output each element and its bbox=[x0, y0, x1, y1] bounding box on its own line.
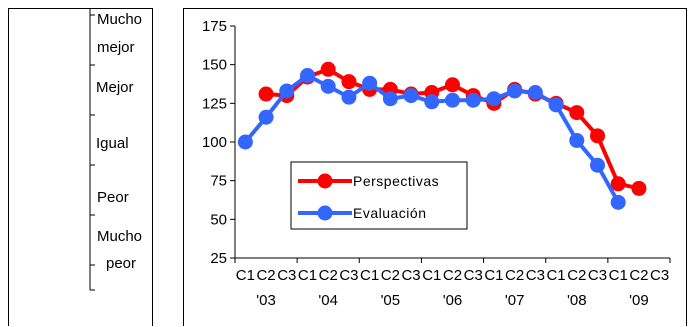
legend: Perspectivas Evaluación bbox=[290, 161, 468, 230]
x-year-label: '03 bbox=[256, 292, 276, 309]
x-quarter-label: C1 bbox=[360, 267, 379, 284]
x-quarter-label: C2 bbox=[505, 267, 524, 284]
chart-panel bbox=[183, 8, 687, 326]
scale-label: peor bbox=[106, 255, 136, 272]
x-year-label: '05 bbox=[381, 292, 401, 309]
x-quarter-label: C1 bbox=[422, 267, 441, 284]
x-quarter-label: C3 bbox=[401, 267, 420, 284]
data-point bbox=[258, 109, 274, 125]
scale-label: mejor bbox=[97, 39, 135, 56]
x-year-label: '09 bbox=[629, 292, 649, 309]
y-tick-label: 100 bbox=[202, 134, 227, 151]
scale-label: Peor bbox=[97, 189, 129, 206]
x-year-label: '08 bbox=[567, 292, 587, 309]
data-point bbox=[527, 85, 543, 101]
data-point bbox=[590, 128, 605, 144]
data-point bbox=[320, 78, 336, 94]
legend-label: Evaluación bbox=[353, 205, 427, 221]
scale-label: Igual bbox=[96, 135, 129, 152]
x-quarter-label: C2 bbox=[256, 267, 275, 284]
data-point bbox=[486, 91, 502, 107]
data-point bbox=[631, 180, 647, 196]
legend-marker bbox=[317, 173, 333, 189]
y-tick-label: 150 bbox=[202, 57, 227, 74]
x-quarter-label: C2 bbox=[567, 267, 586, 284]
y-tick-label: 25 bbox=[210, 250, 227, 267]
x-quarter-label: C2 bbox=[381, 267, 400, 284]
x-quarter-label: C1 bbox=[546, 267, 565, 284]
data-point bbox=[465, 92, 481, 108]
data-point bbox=[300, 67, 315, 83]
series-evaluacion bbox=[237, 67, 626, 210]
data-point bbox=[320, 61, 336, 77]
scale-label: Mejor bbox=[96, 79, 134, 96]
x-quarter-label: C2 bbox=[629, 267, 648, 284]
legend-marker bbox=[317, 205, 333, 221]
data-point bbox=[590, 157, 605, 173]
x-quarter-label: C1 bbox=[298, 267, 317, 284]
x-quarter-label: C2 bbox=[319, 267, 338, 284]
x-quarter-label: C3 bbox=[464, 267, 483, 284]
scale-panel bbox=[8, 8, 153, 326]
data-point bbox=[403, 88, 419, 104]
scale-label: Mucho bbox=[97, 228, 142, 245]
x-quarter-label: C3 bbox=[277, 267, 296, 284]
data-point bbox=[362, 75, 378, 91]
x-quarter-label: C3 bbox=[526, 267, 545, 284]
data-point bbox=[569, 132, 585, 148]
y-tick-label: 175 bbox=[202, 18, 227, 35]
data-point bbox=[445, 92, 460, 108]
data-point bbox=[610, 176, 626, 192]
data-point bbox=[237, 134, 253, 150]
y-tick-label: 75 bbox=[210, 173, 227, 190]
data-point bbox=[610, 194, 626, 210]
data-point bbox=[424, 94, 440, 110]
y-tick-label: 50 bbox=[210, 211, 227, 228]
data-point bbox=[445, 77, 460, 93]
legend-label: Perspectivas bbox=[353, 173, 439, 189]
data-point bbox=[341, 89, 357, 105]
x-year-label: '06 bbox=[443, 292, 463, 309]
x-quarter-label: C3 bbox=[588, 267, 607, 284]
data-point bbox=[258, 86, 274, 102]
data-point bbox=[507, 83, 523, 99]
data-point bbox=[548, 97, 564, 113]
data-point bbox=[279, 83, 295, 99]
x-year-label: '07 bbox=[505, 292, 525, 309]
x-quarter-label: C3 bbox=[650, 267, 669, 284]
data-point bbox=[341, 74, 357, 90]
x-quarter-label: C1 bbox=[609, 267, 628, 284]
x-year-label: '04 bbox=[318, 292, 338, 309]
data-point bbox=[382, 91, 398, 107]
x-quarter-label: C1 bbox=[236, 267, 255, 284]
x-quarter-label: C3 bbox=[339, 267, 358, 284]
x-quarter-label: C2 bbox=[443, 267, 462, 284]
data-point bbox=[569, 105, 585, 121]
y-tick-label: 125 bbox=[202, 95, 227, 112]
scale-label: Mucho bbox=[97, 11, 142, 28]
x-quarter-label: C1 bbox=[484, 267, 503, 284]
